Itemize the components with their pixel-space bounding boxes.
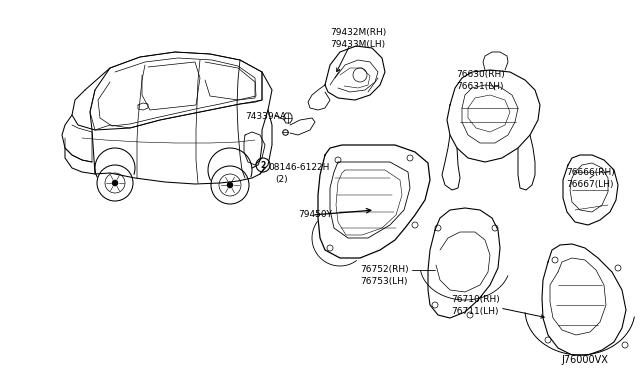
Text: 76710(RH): 76710(RH) [451, 295, 500, 304]
Text: J76000VX: J76000VX [561, 355, 608, 365]
Text: 76753(LH): 76753(LH) [360, 277, 408, 286]
Text: 76630(RH): 76630(RH) [456, 70, 505, 79]
Text: 76631(LH): 76631(LH) [456, 82, 504, 91]
Text: 79433M(LH): 79433M(LH) [330, 40, 385, 49]
Text: 79450Y: 79450Y [298, 210, 332, 219]
Text: 74339AA: 74339AA [245, 112, 286, 121]
Text: 76752(RH): 76752(RH) [360, 265, 408, 274]
Text: (2): (2) [275, 175, 287, 184]
Circle shape [227, 182, 233, 188]
Text: 76667(LH): 76667(LH) [566, 180, 614, 189]
Text: 08146-6122H: 08146-6122H [268, 163, 330, 172]
Text: 76666(RH): 76666(RH) [566, 168, 615, 177]
Text: 79432M(RH): 79432M(RH) [330, 28, 387, 37]
Text: 2: 2 [260, 160, 266, 170]
Text: 76711(LH): 76711(LH) [451, 307, 499, 316]
Circle shape [112, 180, 118, 186]
